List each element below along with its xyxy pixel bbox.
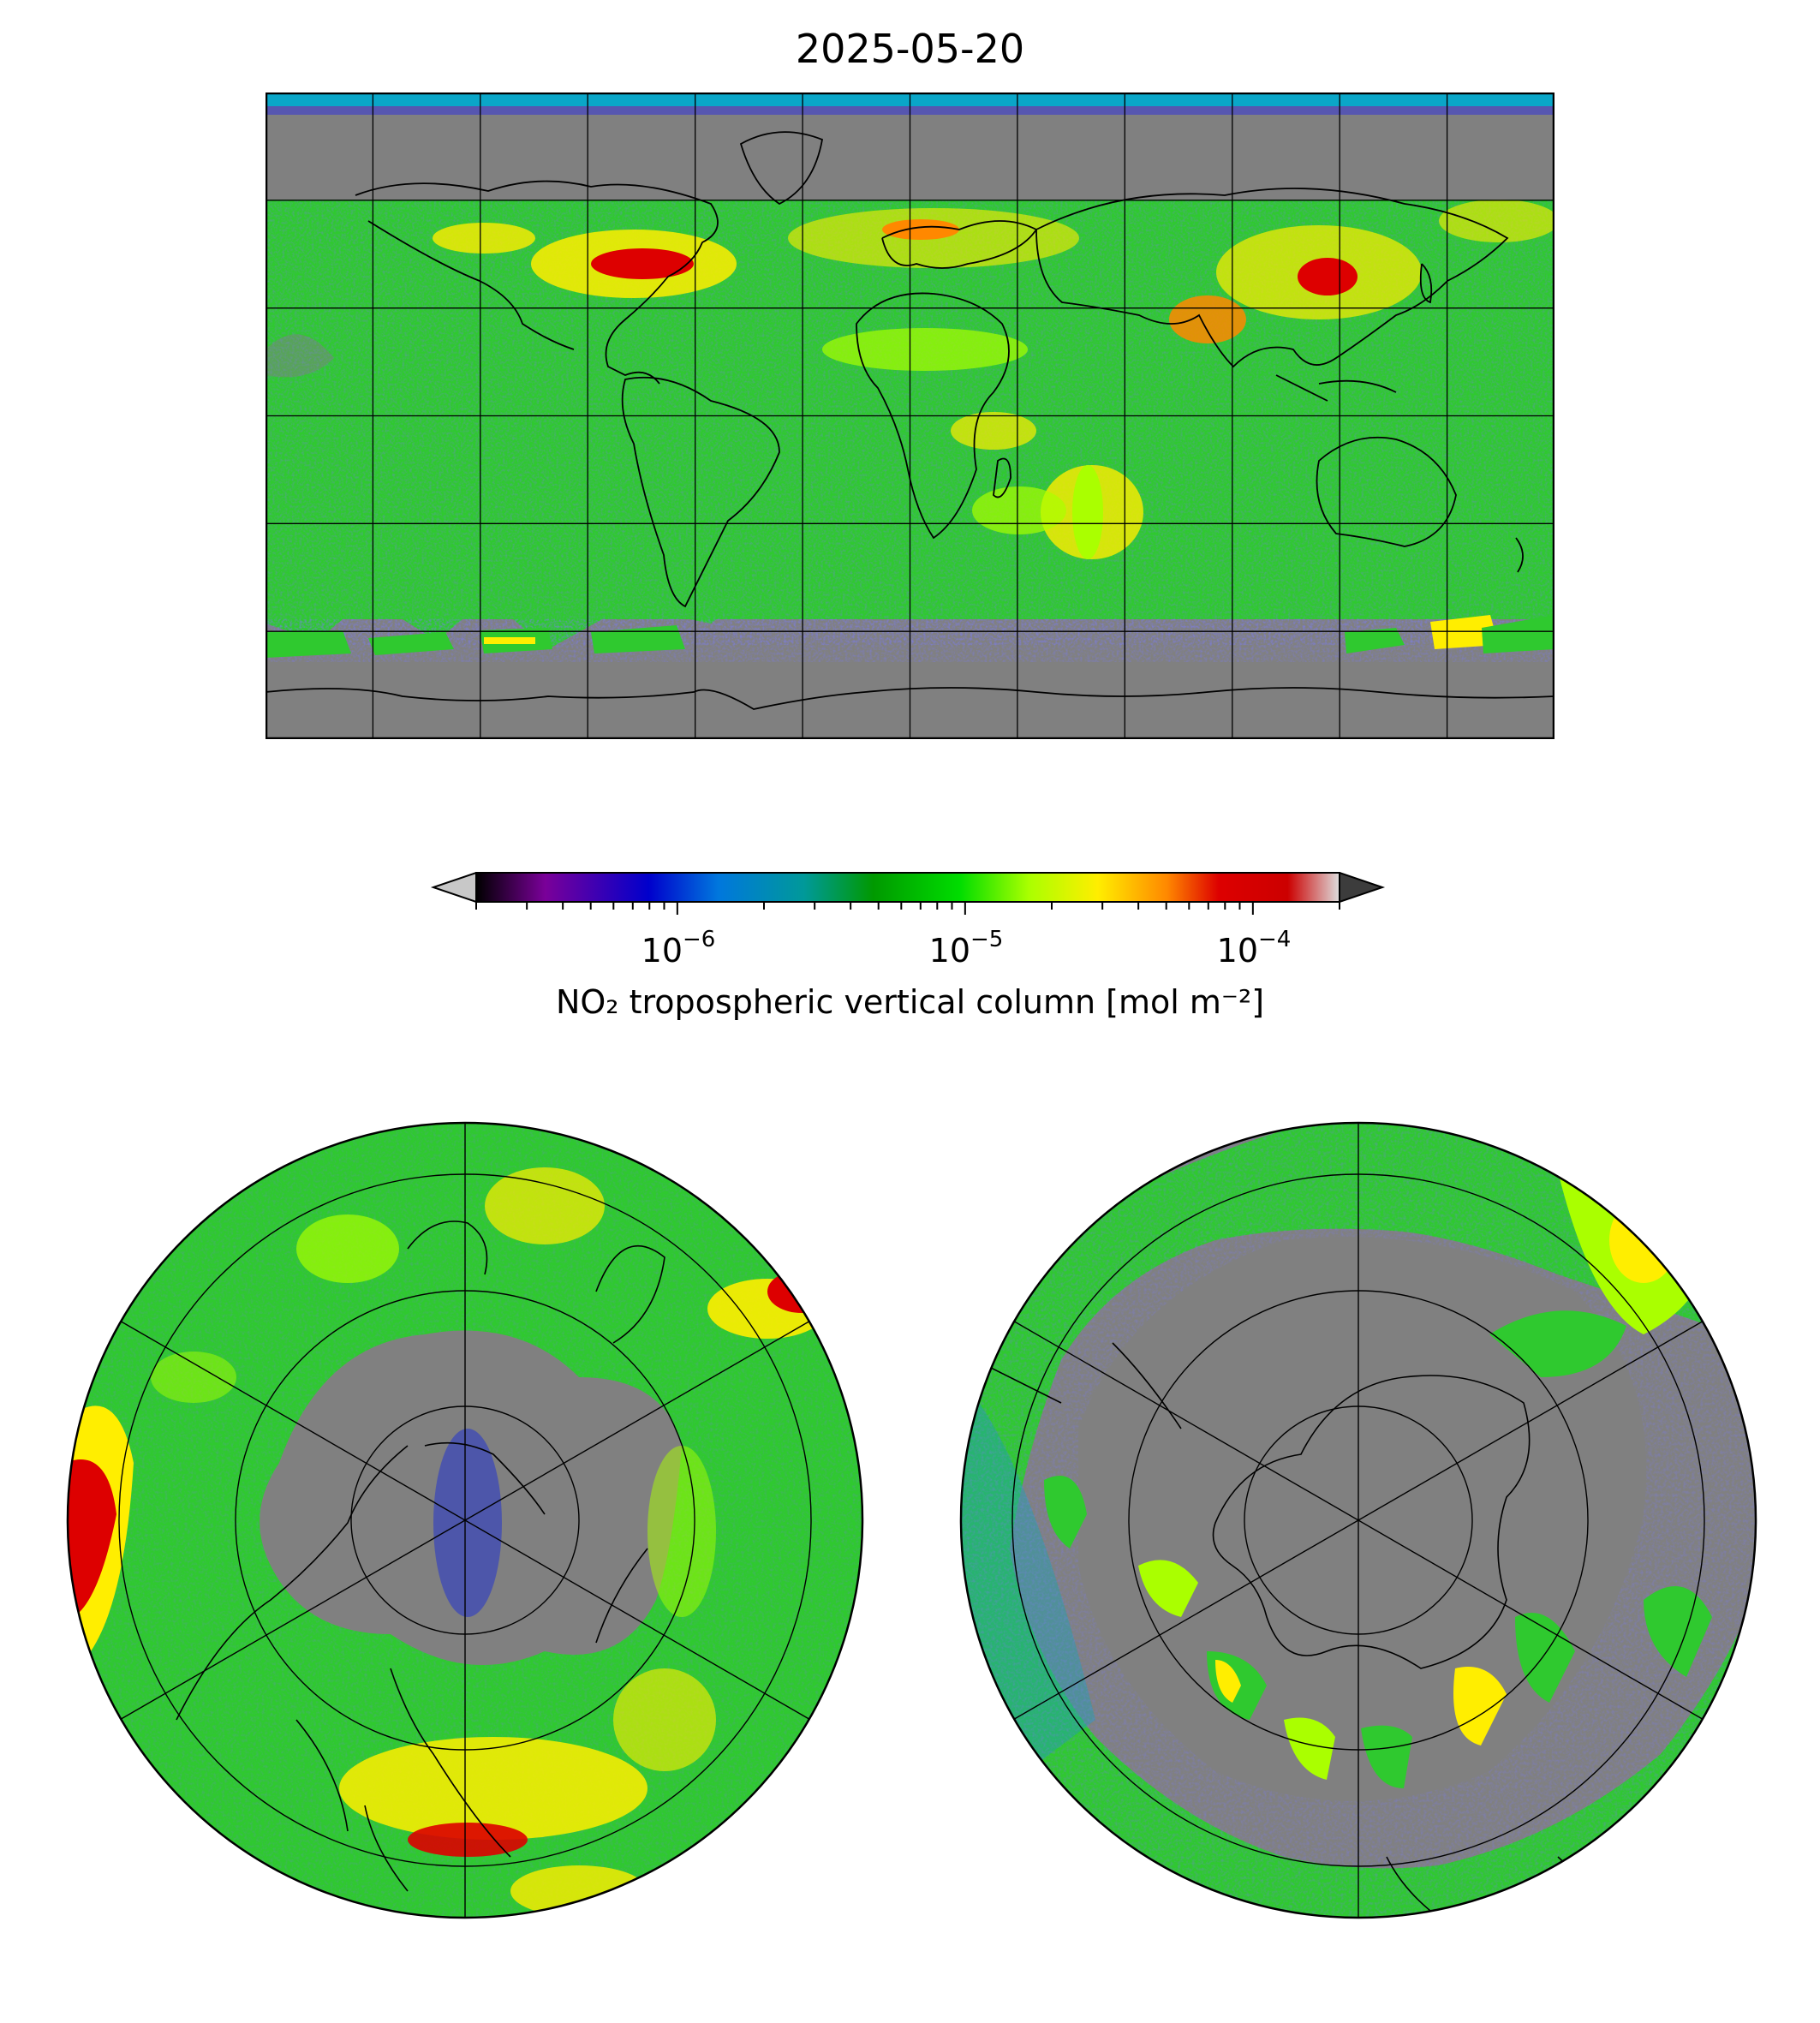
colorbar-under-extension [430, 872, 477, 904]
colorbar-tick-label: 10−4 [1216, 927, 1292, 970]
colorbar-tick-label: 10−6 [641, 927, 716, 970]
colorbar-gradient [475, 872, 1340, 903]
global-map-canvas [266, 92, 1554, 739]
south-polar-canvas [959, 1121, 1757, 1919]
north-polar-canvas [66, 1121, 864, 1919]
colorbar-label: NO₂ tropospheric vertical column [mol m⁻… [555, 983, 1265, 1021]
global-map [266, 92, 1554, 739]
coastlines [266, 131, 1554, 710]
colorbar-over-extension [1339, 872, 1386, 904]
figure-title: 2025-05-20 [795, 26, 1025, 72]
colorbar-tick-label: 10−5 [928, 927, 1004, 970]
south-polar-map [958, 1120, 1759, 1921]
gridlines [266, 92, 1554, 739]
colorbar [428, 872, 1396, 932]
colorbar-canvas [430, 872, 1386, 915]
north-polar-map [65, 1120, 866, 1921]
